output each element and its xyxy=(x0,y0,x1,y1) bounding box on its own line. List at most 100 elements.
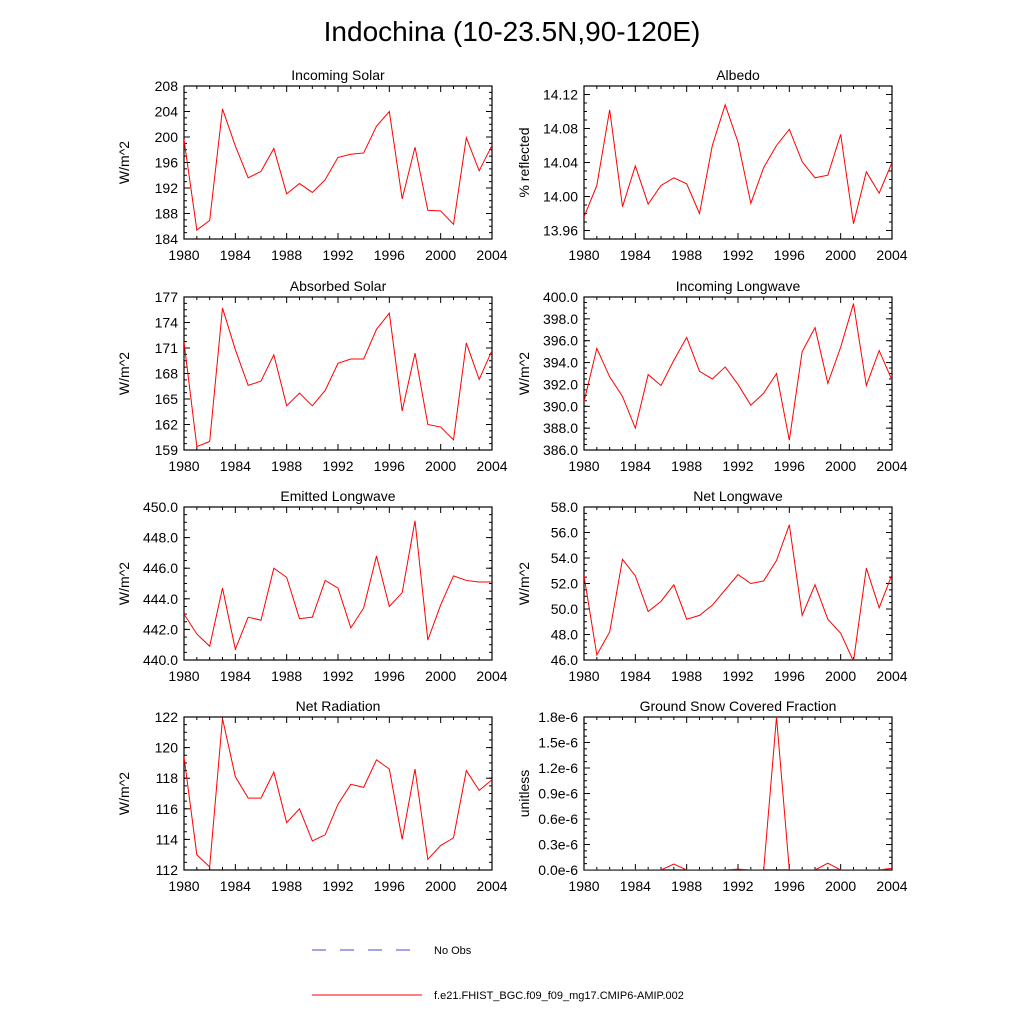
ground-snow-covered-fraction-xtick-label: 1984 xyxy=(620,878,651,894)
albedo-ylabel: % reflected xyxy=(516,127,532,197)
incoming-solar-ytick-label: 200 xyxy=(155,129,179,145)
net-longwave-ytick-label: 50.0 xyxy=(551,601,578,617)
net-radiation-ytick-label: 122 xyxy=(155,709,179,725)
incoming-longwave-xtick-label: 2000 xyxy=(825,458,856,474)
incoming-solar-xtick-label: 2000 xyxy=(425,247,456,263)
absorbed-solar-ylabel: W/m^2 xyxy=(116,352,132,395)
net-radiation-ytick-label: 114 xyxy=(156,831,179,847)
emitted-longwave-xtick-label: 1996 xyxy=(374,668,405,684)
absorbed-solar-ytick-label: 174 xyxy=(155,315,179,331)
ground-snow-covered-fraction-xtick-label: 1996 xyxy=(774,878,805,894)
emitted-longwave-xtick-label: 1992 xyxy=(322,668,353,684)
panel-ground-snow-covered-fraction: Ground Snow Covered Fraction 1980 1984 1988… xyxy=(516,698,908,894)
net-radiation-xtick-label: 2004 xyxy=(476,878,507,894)
incoming-solar-ytick-label: 192 xyxy=(155,180,179,196)
ground-snow-covered-fraction-xtick-label: 1988 xyxy=(671,878,702,894)
net-radiation-ylabel: W/m^2 xyxy=(116,772,132,815)
net-radiation-xtick-label: 1984 xyxy=(220,878,251,894)
albedo-xtick-label: 1980 xyxy=(568,247,599,263)
albedo-xtick-label: 2004 xyxy=(876,247,907,263)
net-longwave-title: Net Longwave xyxy=(693,488,783,504)
net-radiation-series-line xyxy=(184,718,492,869)
albedo-ytick-label: 13.96 xyxy=(543,223,578,239)
net-longwave-series-line xyxy=(584,524,892,660)
emitted-longwave-title: Emitted Longwave xyxy=(280,488,395,504)
net-radiation-plot-frame xyxy=(183,716,493,871)
ground-snow-covered-fraction-ytick-label: 0.0e-6 xyxy=(538,862,578,878)
panel-albedo: Albedo 1980 1984 1988 1992 1996 2000 2004 13.96 1… xyxy=(516,67,908,263)
absorbed-solar-xtick-label: 1980 xyxy=(168,458,199,474)
absorbed-solar-ytick-label: 168 xyxy=(155,366,179,382)
ground-snow-covered-fraction-ytick-label: 1.2e-6 xyxy=(538,760,578,776)
albedo-ytick-label: 14.00 xyxy=(543,189,578,205)
emitted-longwave-ytick-label: 444.0 xyxy=(143,591,178,607)
absorbed-solar-ytick-label: 177 xyxy=(155,289,179,305)
absorbed-solar-xtick-label: 2004 xyxy=(476,458,507,474)
incoming-longwave-ytick-label: 386.0 xyxy=(543,442,578,458)
panel-net-radiation: Net Radiation 1980 1984 1988 1992 1996 2000 200… xyxy=(116,698,508,894)
ground-snow-covered-fraction-ytick-label: 1.5e-6 xyxy=(538,735,578,751)
net-longwave-ylabel: W/m^2 xyxy=(516,562,532,605)
emitted-longwave-ytick-label: 442.0 xyxy=(143,621,178,637)
emitted-longwave-xtick-label: 1980 xyxy=(168,668,199,684)
absorbed-solar-ytick-label: 162 xyxy=(155,417,179,433)
incoming-solar-ytick-label: 196 xyxy=(155,155,179,171)
panel-incoming-solar: Incoming Solar 1980 1984 1988 1992 1996 2000 20… xyxy=(116,67,508,263)
emitted-longwave-xtick-label: 1988 xyxy=(271,668,302,684)
emitted-longwave-xtick-label: 1984 xyxy=(220,668,251,684)
net-radiation-ytick-label: 116 xyxy=(156,801,179,817)
absorbed-solar-ytick-label: 159 xyxy=(155,442,179,458)
albedo-ytick-label: 14.08 xyxy=(543,121,578,137)
net-longwave-ytick-label: 48.0 xyxy=(551,627,578,643)
net-longwave-xtick-label: 1996 xyxy=(774,668,805,684)
incoming-longwave-plot-frame xyxy=(583,296,893,451)
emitted-longwave-series-line xyxy=(184,520,492,652)
panel-incoming-longwave: Incoming Longwave 1980 1984 1988 1992 1996 200… xyxy=(516,278,908,474)
net-longwave-ytick-label: 46.0 xyxy=(551,652,578,668)
incoming-solar-title: Incoming Solar xyxy=(291,67,385,83)
ground-snow-covered-fraction-series-line xyxy=(584,717,892,870)
incoming-solar-xtick-label: 1996 xyxy=(374,247,405,263)
emitted-longwave-ytick-label: 448.0 xyxy=(143,530,178,546)
net-radiation-title: Net Radiation xyxy=(296,698,381,714)
absorbed-solar-xtick-label: 2000 xyxy=(425,458,456,474)
net-radiation-xtick-label: 1992 xyxy=(322,878,353,894)
incoming-solar-series-line xyxy=(184,108,492,231)
absorbed-solar-series-line xyxy=(184,307,492,448)
net-longwave-ytick-label: 52.0 xyxy=(551,576,578,592)
figure-title: Indochina (10-23.5N,90-120E) xyxy=(324,16,701,47)
incoming-solar-ytick-label: 188 xyxy=(155,206,179,222)
net-radiation-xtick-label: 2000 xyxy=(425,878,456,894)
albedo-ytick-label: 14.12 xyxy=(543,87,578,103)
net-longwave-ytick-label: 54.0 xyxy=(551,550,578,566)
incoming-longwave-ytick-label: 394.0 xyxy=(543,355,578,371)
albedo-xtick-label: 1992 xyxy=(722,247,753,263)
incoming-solar-xtick-label: 1988 xyxy=(271,247,302,263)
incoming-longwave-xtick-label: 1988 xyxy=(671,458,702,474)
albedo-xtick-label: 1988 xyxy=(671,247,702,263)
ground-snow-covered-fraction-ylabel: unitless xyxy=(516,770,532,817)
absorbed-solar-title: Absorbed Solar xyxy=(290,278,387,294)
incoming-solar-ylabel: W/m^2 xyxy=(116,141,132,184)
incoming-solar-xtick-label: 1992 xyxy=(322,247,353,263)
absorbed-solar-xtick-label: 1984 xyxy=(220,458,251,474)
ground-snow-covered-fraction-title: Ground Snow Covered Fraction xyxy=(640,698,837,714)
incoming-solar-ytick-label: 204 xyxy=(155,104,179,120)
albedo-xtick-label: 1996 xyxy=(774,247,805,263)
net-radiation-xtick-label: 1988 xyxy=(271,878,302,894)
net-longwave-xtick-label: 1984 xyxy=(620,668,651,684)
incoming-longwave-ytick-label: 388.0 xyxy=(543,420,578,436)
ground-snow-covered-fraction-xtick-label: 1980 xyxy=(568,878,599,894)
net-longwave-xtick-label: 1992 xyxy=(722,668,753,684)
ground-snow-covered-fraction-xtick-label: 2000 xyxy=(825,878,856,894)
ground-snow-covered-fraction-plot-frame xyxy=(583,716,893,871)
incoming-longwave-ytick-label: 398.0 xyxy=(543,311,578,327)
absorbed-solar-ytick-label: 171 xyxy=(155,340,179,356)
net-longwave-plot-frame xyxy=(583,506,893,661)
albedo-plot-frame xyxy=(583,85,893,240)
incoming-solar-xtick-label: 1980 xyxy=(168,247,199,263)
incoming-longwave-ytick-label: 396.0 xyxy=(543,333,578,349)
legend: No Obs f.e21.FHIST_BGC.f09_f09_mg17.CMIP… xyxy=(312,945,684,1002)
